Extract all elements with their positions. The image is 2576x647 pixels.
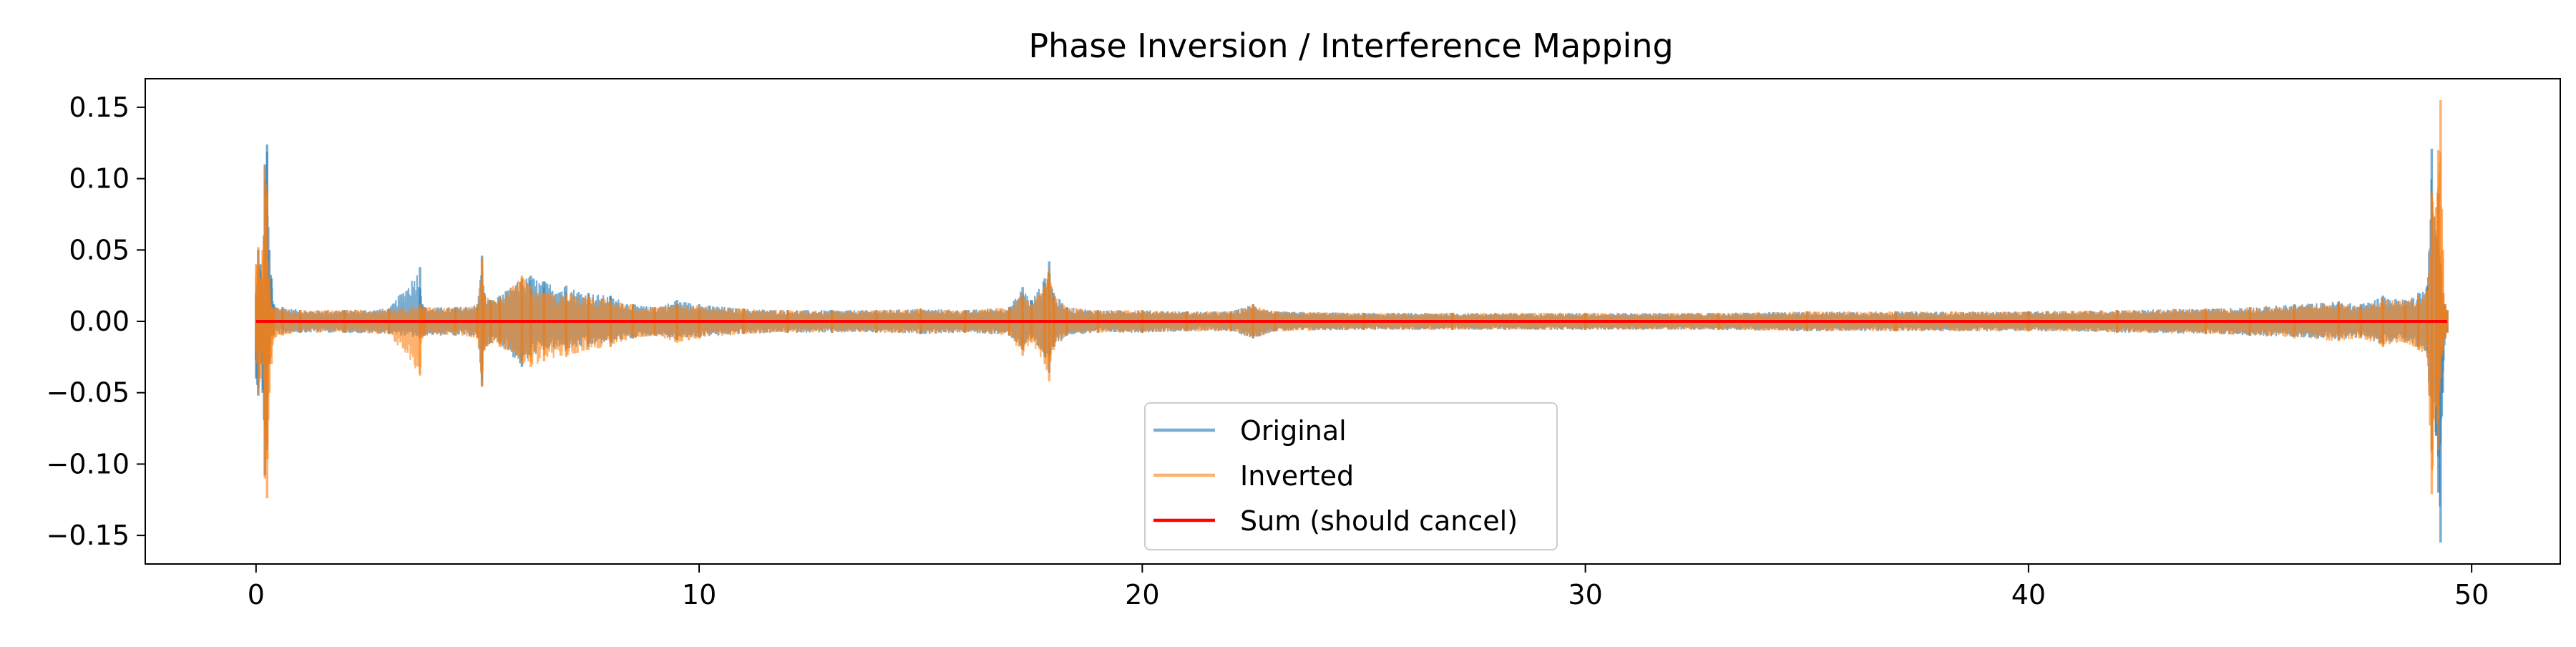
axes: 0 10 20 30 40 50 0.15 0.10 0.05 0.00 −0.05 −0.10 −0.…: [47, 78, 2561, 610]
y-tick-label: 0.05: [69, 234, 130, 266]
x-tick-label: 20: [1125, 579, 1159, 610]
legend: Original Inverted Sum (should cancel): [1144, 402, 1558, 550]
y-tick-label: −0.05: [47, 377, 130, 409]
y-tick-label: −0.10: [47, 448, 130, 480]
x-tick-label: 30: [1568, 579, 1602, 610]
y-tick-label: −0.15: [47, 520, 130, 551]
x-tick-label: 0: [248, 579, 265, 610]
legend-label: Inverted: [1240, 460, 1354, 492]
chart-title: Phase Inversion / Interference Mapping: [1028, 26, 1673, 65]
x-tick-label: 50: [2454, 579, 2489, 610]
x-tick-label: 10: [682, 579, 716, 610]
y-tick-label: 0.10: [69, 163, 130, 195]
legend-label: Original: [1240, 415, 1347, 447]
plot-area: [255, 99, 2449, 543]
y-tick-label: 0.00: [69, 306, 130, 337]
legend-label: Sum (should cancel): [1240, 505, 1518, 537]
y-tick-label: 0.15: [69, 92, 130, 123]
x-tick-label: 40: [2011, 579, 2046, 610]
legend-box: [1144, 402, 1558, 550]
